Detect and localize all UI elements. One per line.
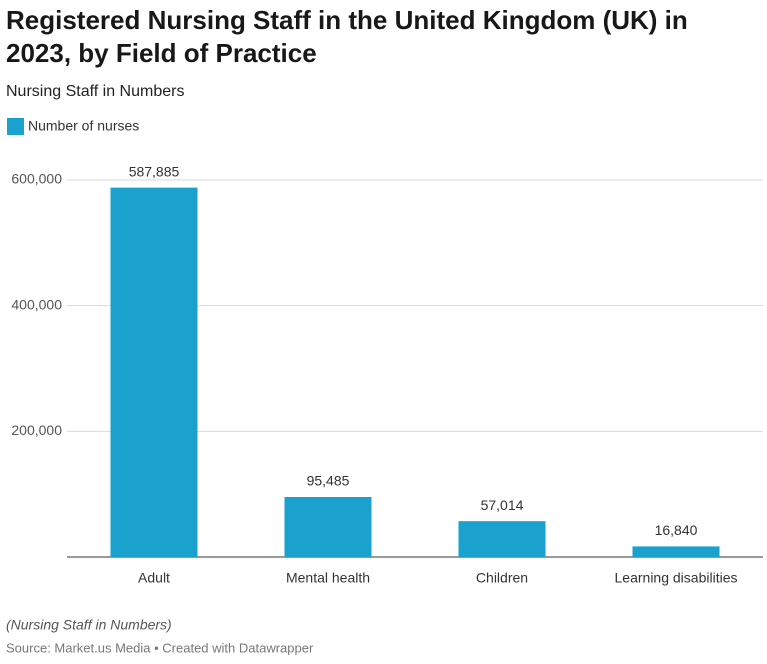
legend-swatch [7, 118, 24, 135]
x-tick-label: Mental health [286, 570, 370, 586]
y-tick-label: 400,000 [11, 296, 62, 312]
chart-title: Registered Nursing Staff in the United K… [6, 5, 688, 68]
x-tick-label: Learning disabilities [615, 570, 738, 586]
chart-subtitle: Nursing Staff in Numbers [6, 83, 184, 100]
bar [458, 521, 546, 557]
y-tick-label: 600,000 [11, 171, 62, 187]
value-label: 95,485 [307, 473, 350, 489]
x-tick-label: Adult [138, 570, 170, 586]
y-tick-label: 200,000 [11, 422, 62, 438]
bar [110, 187, 198, 558]
value-label: 587,885 [129, 163, 180, 179]
bar [632, 546, 720, 557]
legend-label: Number of nurses [28, 118, 139, 134]
value-label: 57,014 [481, 497, 524, 513]
value-label: 16,840 [655, 522, 698, 538]
source: Source: Market.us Media • Created with D… [6, 640, 314, 655]
bar [284, 497, 372, 557]
x-tick-label: Children [476, 570, 528, 586]
note: (Nursing Staff in Numbers) [6, 617, 172, 633]
